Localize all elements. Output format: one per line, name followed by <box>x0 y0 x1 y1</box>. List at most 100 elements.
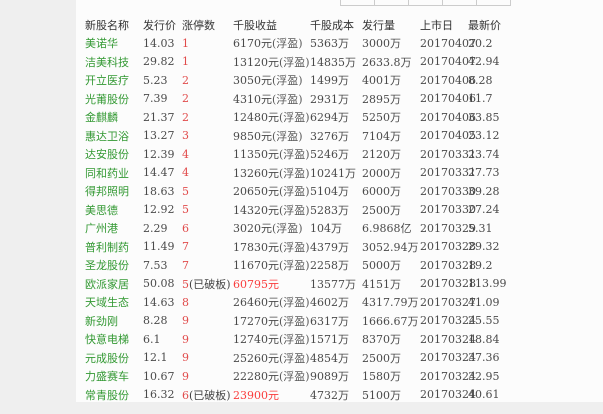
volume-value: 5100万 <box>362 388 401 402</box>
issue-price-value: 50.08 <box>143 277 175 291</box>
cost-value: 9089万 <box>310 370 349 384</box>
column-header-limit-up[interactable]: 涨停数 <box>182 19 215 32</box>
table-row[interactable]: 达安股份 12.39 4 11350元(浮盈) 5246万 2120万 2017… <box>76 145 603 164</box>
stock-name-link[interactable]: 同和药业 <box>85 166 129 180</box>
table-row[interactable]: 快意电梯 6.1 9 12740元(浮盈) 1571万 8370万 201703… <box>76 330 603 349</box>
table-row[interactable]: 美诺华 14.03 1 6170元(浮盈) 5363万 3000万 201704… <box>76 34 603 53</box>
income-number: 25260元 <box>233 351 279 365</box>
income-value: 14320元(浮盈) <box>233 202 310 218</box>
latest-price-value: 23.74 <box>468 147 500 161</box>
list-date-value: 20170331 <box>420 147 476 161</box>
stock-name-link[interactable]: 天域生态 <box>85 296 129 310</box>
table-row[interactable]: 同和药业 14.47 4 13260元(浮盈) 10241万 2000万 201… <box>76 164 603 183</box>
issue-price-value: 12.1 <box>143 351 168 365</box>
stock-name-link[interactable]: 得邦照明 <box>85 185 129 199</box>
floating-profit-note: (浮盈) <box>279 333 310 347</box>
issue-price-value: 29.82 <box>143 55 175 69</box>
limit-up-number: 3 <box>182 129 189 143</box>
stock-name-link[interactable]: 普利制药 <box>85 240 129 254</box>
issue-price-value: 18.63 <box>143 184 175 198</box>
table-row[interactable]: 光莆股份 7.39 2 4310元(浮盈) 2931万 2895万 201704… <box>76 90 603 109</box>
column-header-cost[interactable]: 千股成本 <box>310 19 354 32</box>
limit-up-count: 5 <box>182 203 233 216</box>
stock-name-link[interactable]: 洁美科技 <box>85 55 129 69</box>
income-number: 3050元 <box>233 74 272 88</box>
broken-board-note: (已破板) <box>189 388 231 402</box>
column-header-stock-name[interactable]: 新股名称 <box>85 19 129 32</box>
limit-up-count: 9 <box>182 333 233 346</box>
table-row[interactable]: 常青股份 16.32 6(已破板) 23900元 4732万 5100万 201… <box>76 386 603 405</box>
latest-price-value: 27.24 <box>468 203 500 217</box>
table-row[interactable]: 开立医疗 5.23 2 3050元(浮盈) 1499万 4001万 201704… <box>76 71 603 90</box>
limit-up-number: 8 <box>182 295 189 309</box>
table-row[interactable]: 新劲刚 8.28 9 17270元(浮盈) 6317万 1666.67万 201… <box>76 312 603 331</box>
grid-remnant-cell <box>477 0 511 6</box>
income-number: 13120元 <box>233 55 279 69</box>
income-value: 60795元 <box>233 276 310 292</box>
column-header-income[interactable]: 千股收益 <box>233 19 277 32</box>
limit-up-count: 1 <box>182 55 233 68</box>
floating-profit-note: (浮盈) <box>279 111 310 125</box>
list-date-value: 20170324 <box>420 314 476 328</box>
column-header-latest[interactable]: 最新价 <box>468 19 501 32</box>
stock-name-link[interactable]: 美诺华 <box>85 37 118 51</box>
stock-name-link[interactable]: 常青股份 <box>85 388 129 402</box>
stock-name-link[interactable]: 光莆股份 <box>85 92 129 106</box>
list-date-value: 20170328 <box>420 258 476 272</box>
stock-name-link[interactable]: 金麒麟 <box>85 111 118 125</box>
table-row[interactable]: 广州港 2.29 6 3020元(浮盈) 104万 6.9868亿 201703… <box>76 219 603 238</box>
floating-profit-note: (浮盈) <box>279 203 310 217</box>
income-value: 20650元(浮盈) <box>233 183 310 199</box>
income-number: 3020元 <box>233 222 272 236</box>
cost-value: 10241万 <box>310 166 356 180</box>
income-number: 60795元 <box>233 277 279 291</box>
stock-name-link[interactable]: 新劲刚 <box>85 314 118 328</box>
table-row[interactable]: 力盛赛车 10.67 9 22280元(浮盈) 9089万 1580万 2017… <box>76 367 603 386</box>
column-header-list-date[interactable]: 上市日 <box>420 19 453 32</box>
limit-up-number: 9 <box>182 314 189 328</box>
table-row[interactable]: 金麒麟 21.37 2 12480元(浮盈) 6294万 5250万 20170… <box>76 108 603 127</box>
floating-profit-note: (浮盈) <box>279 166 310 180</box>
stock-name-link[interactable]: 快意电梯 <box>85 333 129 347</box>
stock-name-link[interactable]: 圣龙股份 <box>85 259 129 273</box>
table-row[interactable]: 天域生态 14.63 8 26460元(浮盈) 4602万 4317.79万 2… <box>76 293 603 312</box>
volume-value: 1666.67万 <box>362 314 419 328</box>
income-number: 17830元 <box>233 240 279 254</box>
issue-price-value: 14.63 <box>143 295 175 309</box>
column-header-issue-price[interactable]: 发行价 <box>143 19 176 32</box>
table-row[interactable]: 元成股份 12.1 9 25260元(浮盈) 4854万 2500万 20170… <box>76 349 603 368</box>
limit-up-number: 5 <box>182 184 189 198</box>
stock-name-link[interactable]: 达安股份 <box>85 148 129 162</box>
stock-name-link[interactable]: 美思德 <box>85 203 118 217</box>
issue-price-value: 7.53 <box>143 258 168 272</box>
table-row[interactable]: 圣龙股份 7.53 7 11670元(浮盈) 2258万 5000万 20170… <box>76 256 603 275</box>
stock-name-link[interactable]: 欧派家居 <box>85 277 129 291</box>
list-date-value: 20170324 <box>420 388 476 402</box>
stock-name-link[interactable]: 广州港 <box>85 222 118 236</box>
limit-up-number: 7 <box>182 258 189 272</box>
stock-name-link[interactable]: 惠达卫浴 <box>85 129 129 143</box>
table-row[interactable]: 普利制药 11.49 7 17830元(浮盈) 4379万 3052.94万 2… <box>76 238 603 257</box>
income-number: 12480元 <box>233 111 279 125</box>
volume-value: 4001万 <box>362 74 401 88</box>
income-number: 26460元 <box>233 296 279 310</box>
table-row[interactable]: 洁美科技 29.82 1 13120元(浮盈) 14835万 2633.8万 2… <box>76 53 603 72</box>
volume-value: 2120万 <box>362 148 401 162</box>
volume-value: 6000万 <box>362 185 401 199</box>
latest-price-value: 11.7 <box>468 92 493 106</box>
limit-up-count: 1 <box>182 37 233 50</box>
stock-name-link[interactable]: 元成股份 <box>85 351 129 365</box>
issue-price-value: 11.49 <box>143 240 175 254</box>
table-row[interactable]: 欧派家居 50.08 5(已破板) 60795元 13577万 4151万 20… <box>76 275 603 294</box>
limit-up-count: 4 <box>182 166 233 179</box>
table-row[interactable]: 美思德 12.92 5 14320元(浮盈) 5283万 2500万 20170… <box>76 201 603 220</box>
table-row[interactable]: 得邦照明 18.63 5 20650元(浮盈) 5104万 6000万 2017… <box>76 182 603 201</box>
stock-name-link[interactable]: 力盛赛车 <box>85 370 129 384</box>
cost-value: 6294万 <box>310 111 349 125</box>
column-header-volume[interactable]: 发行量 <box>362 19 395 32</box>
stock-name-link[interactable]: 开立医疗 <box>85 74 129 88</box>
income-value: 4310元(浮盈) <box>233 91 310 107</box>
table-row[interactable]: 惠达卫浴 13.27 3 9850元(浮盈) 3276万 7104万 20170… <box>76 127 603 146</box>
list-date-value: 20170328 <box>420 277 476 291</box>
limit-up-number: 7 <box>182 240 189 254</box>
